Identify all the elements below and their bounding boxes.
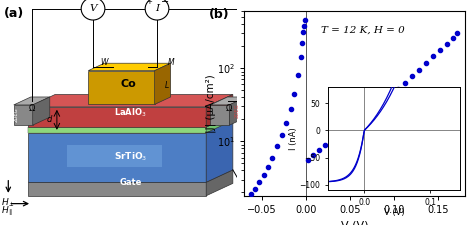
Polygon shape (88, 71, 155, 104)
Y-axis label: |J| (μA/cm²): |J| (μA/cm²) (205, 74, 216, 133)
Polygon shape (210, 105, 229, 125)
Polygon shape (33, 97, 50, 125)
Text: T = 12 K, H = 0: T = 12 K, H = 0 (321, 26, 405, 35)
Text: Gate: Gate (119, 178, 142, 187)
Text: Ω: Ω (28, 104, 35, 113)
Polygon shape (28, 127, 206, 133)
Polygon shape (206, 115, 233, 133)
Text: LaAlO$_3$: LaAlO$_3$ (114, 106, 147, 119)
Polygon shape (229, 97, 246, 125)
Polygon shape (14, 97, 50, 105)
Text: 2DEG: 2DEG (235, 103, 239, 118)
Polygon shape (206, 170, 233, 196)
Text: +: + (146, 0, 152, 5)
Polygon shape (28, 182, 206, 196)
Polygon shape (28, 133, 206, 182)
Polygon shape (210, 97, 246, 105)
Polygon shape (67, 145, 162, 167)
Polygon shape (28, 127, 206, 133)
Text: (b): (b) (209, 8, 229, 20)
Text: M: M (167, 58, 174, 67)
Text: −: − (161, 0, 169, 7)
Text: 2DEG: 2DEG (14, 108, 18, 122)
Text: I: I (155, 4, 159, 13)
X-axis label: V (V): V (V) (340, 220, 368, 225)
Circle shape (81, 0, 105, 20)
Polygon shape (14, 105, 33, 125)
Text: (a): (a) (4, 7, 24, 20)
Circle shape (145, 0, 169, 20)
Polygon shape (28, 120, 233, 133)
Text: $H_\parallel$: $H_\parallel$ (1, 205, 14, 218)
Polygon shape (28, 170, 233, 182)
Text: d: d (47, 115, 53, 124)
Polygon shape (88, 63, 171, 71)
Polygon shape (206, 120, 233, 182)
Polygon shape (155, 63, 171, 104)
Polygon shape (28, 94, 233, 107)
Text: $H_\perp$: $H_\perp$ (1, 197, 15, 209)
Polygon shape (206, 94, 233, 127)
Text: $V_g$: $V_g$ (259, 145, 271, 158)
Text: V: V (89, 4, 97, 13)
Text: Ω: Ω (225, 104, 232, 113)
Text: Co: Co (121, 79, 137, 89)
Polygon shape (28, 115, 233, 127)
Text: W: W (100, 58, 108, 67)
Polygon shape (28, 107, 206, 127)
Text: L: L (164, 81, 169, 90)
Text: SrTiO$_3$: SrTiO$_3$ (114, 150, 147, 163)
